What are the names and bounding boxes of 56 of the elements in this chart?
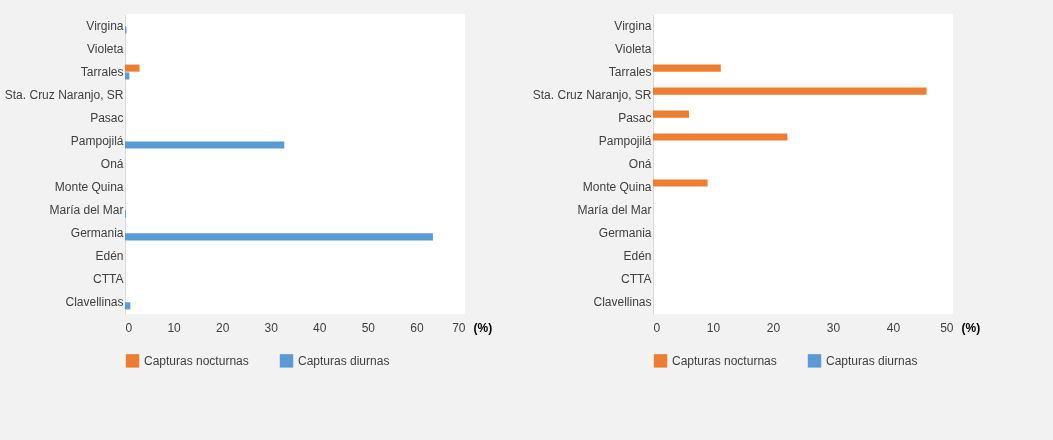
x-tick-label: 40 (313, 320, 327, 335)
y-tick-label: Edén (623, 248, 652, 263)
bar (125, 64, 140, 72)
x-tick-label: 70 (452, 320, 466, 335)
y-tick-label: Edén (95, 248, 124, 263)
x-axis-title: (%) (473, 320, 493, 335)
y-tick-label: CTTA (93, 271, 124, 286)
y-tick-label: Monte Quina (54, 179, 124, 194)
x-tick-label: 10 (167, 320, 182, 335)
y-tick-label: CTTA (621, 271, 652, 286)
x-tick-label: 40 (886, 320, 901, 335)
bar (125, 233, 433, 241)
x-tick-label: 30 (826, 320, 841, 335)
y-tick-label: Oná (628, 157, 652, 171)
y-tick-label: Oná (100, 157, 124, 171)
x-tick-label: 50 (361, 320, 376, 335)
bar (125, 302, 131, 310)
y-tick-label: Virgina (86, 19, 124, 34)
legend-label: Capturas nocturnas (144, 353, 249, 368)
bar (653, 179, 708, 187)
y-tick-label: Virgina (614, 19, 652, 34)
x-tick-label: 30 (264, 320, 279, 335)
x-tick-label: 60 (410, 320, 424, 335)
x-tick-label: 50 (940, 320, 954, 335)
y-tick-label: Pasac (618, 111, 652, 126)
bar (653, 110, 689, 118)
y-tick-label: Pampojilá (598, 134, 652, 149)
y-tick-label: Germania (70, 225, 124, 240)
y-tick-label: Monte Quina (582, 179, 652, 194)
y-tick-label: María del Mar (49, 202, 124, 217)
y-tick-label: Violeta (87, 42, 124, 57)
y-tick-label: Tarrales (80, 65, 124, 80)
y-tick-label: Clavellinas (65, 294, 124, 309)
y-tick-label: Sta. Cruz Naranjo, SR (532, 88, 652, 103)
bar (125, 72, 130, 80)
legend-label: Capturas diurnas (826, 353, 918, 368)
y-tick-label: María del Mar (577, 202, 652, 217)
legend-label: Capturas diurnas (298, 353, 390, 368)
bar (653, 87, 927, 95)
x-tick-label: 20 (215, 320, 230, 335)
bar (653, 133, 788, 141)
x-tick-label: 0 (125, 320, 133, 335)
bar (125, 141, 285, 149)
bar (653, 64, 721, 72)
legend-label: Capturas nocturnas (672, 353, 777, 368)
x-tick-label: 20 (766, 320, 781, 335)
y-tick-label: Germania (598, 225, 652, 240)
y-tick-label: Violeta (615, 42, 652, 57)
y-tick-label: Tarrales (608, 65, 652, 80)
x-tick-label: 10 (706, 320, 721, 335)
y-tick-label: Pampojilá (70, 134, 124, 149)
y-tick-label: Sta. Cruz Naranjo, SR (4, 88, 124, 103)
y-tick-label: Clavellinas (593, 294, 652, 309)
y-tick-label: Pasac (90, 111, 124, 126)
x-tick-label: 0 (653, 320, 661, 335)
x-axis-title: (%) (961, 320, 981, 335)
